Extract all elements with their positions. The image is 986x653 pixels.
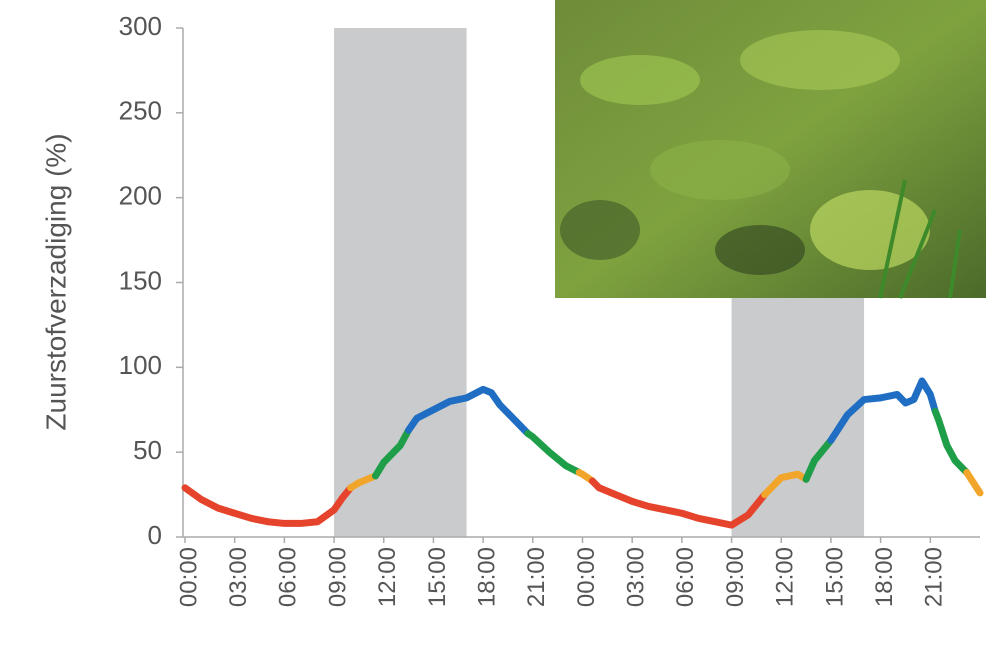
y-tick-label: 0 [148,520,162,550]
line-segment [827,377,939,444]
x-tick-label: 18:00 [871,547,898,607]
x-tick-label: 12:00 [374,547,401,607]
x-tick-label: 03:00 [225,547,252,607]
y-axis-label: Zuurstofverzadiging (%) [40,133,71,430]
shaded-period [334,28,467,537]
line-segment [802,436,835,483]
line-segment [405,385,532,438]
y-tick-label: 250 [119,96,162,126]
x-tick-label: 00:00 [175,547,202,607]
x-tick-label: 06:00 [672,547,699,607]
x-tick-label: 21:00 [921,547,948,607]
x-tick-label: 21:00 [523,547,550,607]
x-tick-label: 00:00 [573,547,600,607]
dark-water [560,200,640,260]
line-segment [181,484,355,527]
x-tick-label: 15:00 [821,547,848,607]
photo [555,0,986,299]
algae [740,30,900,90]
y-tick-label: 50 [133,435,162,465]
dark-water [715,225,805,275]
y-tick-label: 150 [119,265,162,295]
line-segment [524,430,583,477]
line-segment [963,469,984,497]
line-segment [575,469,596,485]
line-segment [588,477,769,529]
algae [650,140,790,200]
x-tick-label: 06:00 [275,547,302,607]
x-tick-label: 09:00 [324,547,351,607]
x-tick-label: 09:00 [722,547,749,607]
y-tick-label: 100 [119,350,162,380]
algae [580,55,700,105]
x-tick-label: 18:00 [473,547,500,607]
grass [878,179,962,299]
line-segment [371,426,413,480]
line-segment [347,472,379,492]
line-segment [931,407,971,477]
line-segment [761,470,810,499]
y-tick-label: 200 [119,181,162,211]
x-tick-label: 15:00 [424,547,451,607]
x-tick-label: 03:00 [623,547,650,607]
y-tick-label: 300 [119,11,162,41]
x-tick-label: 12:00 [772,547,799,607]
algae [810,190,930,270]
